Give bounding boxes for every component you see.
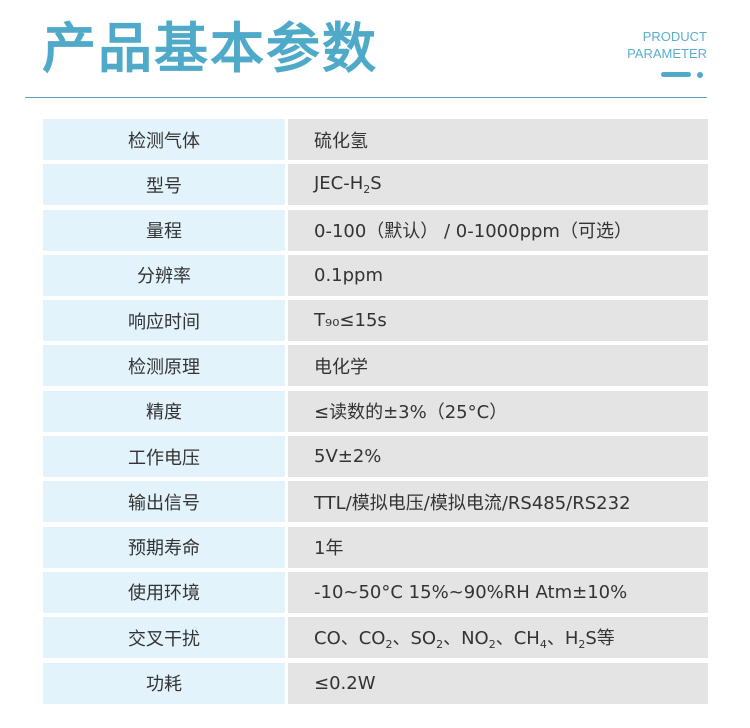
decorative-dot <box>697 72 703 78</box>
table-row: 使用环境 -10~50°C 15%~90%RH Atm±10% <box>43 571 708 613</box>
value-text: 、H <box>546 628 579 650</box>
value-text: S <box>370 173 382 195</box>
param-value: CO、CO2、SO2、NO2、CH4、H2S等 <box>288 617 708 659</box>
param-value: ≤读数的±3%（25°C） <box>288 390 708 432</box>
param-label: 响应时间 <box>43 300 285 342</box>
param-value: 0-100（默认） / 0-1000ppm（可选） <box>288 209 708 251</box>
param-value: 5V±2% <box>288 436 708 478</box>
value-text: 、CH <box>495 628 540 650</box>
param-value: 硫化氢 <box>288 119 708 160</box>
param-value: ≤0.2W <box>288 662 708 704</box>
value-text: 、NO <box>443 628 489 650</box>
param-label: 检测原理 <box>43 345 285 387</box>
subtitle-line-2: PARAMETER <box>627 46 707 61</box>
table-row: 响应时间 T₉₀≤15s <box>43 300 708 342</box>
value-text: ≤0.2W <box>314 672 376 694</box>
divider <box>25 97 707 98</box>
value-text: TTL/模拟电压/模拟电流/RS485/RS232 <box>314 492 631 514</box>
param-label: 输出信号 <box>43 481 285 523</box>
param-label: 功耗 <box>43 662 285 704</box>
decorative-bar <box>661 72 691 77</box>
parameter-table: 检测气体 硫化氢 型号 JEC-H2S 量程 0-100（默认） / 0-1000ppm（… <box>43 119 708 708</box>
table-row: 预期寿命 1年 <box>43 526 708 568</box>
page-title: 产品基本参数 <box>42 17 378 80</box>
value-text: 0-100（默认） / 0-1000ppm（可选） <box>314 221 632 243</box>
subscript: 2 <box>385 638 393 652</box>
value-text: T₉₀≤15s <box>314 310 387 332</box>
table-row: 输出信号 TTL/模拟电压/模拟电流/RS485/RS232 <box>43 481 708 523</box>
param-label: 使用环境 <box>43 571 285 613</box>
param-label: 预期寿命 <box>43 526 285 568</box>
value-text: 0.1ppm <box>314 264 384 286</box>
value-text: ≤读数的±3%（25°C） <box>314 402 508 424</box>
value-text: -10~50°C 15%~90%RH Atm±10% <box>314 581 628 603</box>
param-label: 量程 <box>43 209 285 251</box>
value-text: S等 <box>585 628 615 650</box>
value-text: CO、CO <box>314 628 386 650</box>
param-label: 分辨率 <box>43 254 285 296</box>
value-text: JEC-H <box>314 173 364 195</box>
value-text: 5V±2% <box>314 446 382 468</box>
subscript: 2 <box>488 638 496 652</box>
subscript: 2 <box>578 638 586 652</box>
table-row: 功耗 ≤0.2W <box>43 662 708 704</box>
subtitle-line-1: PRODUCT <box>642 29 707 44</box>
param-value: 1年 <box>288 526 708 568</box>
table-row: 检测原理 电化学 <box>43 345 708 387</box>
subscript: 4 <box>539 638 547 652</box>
value-text: 电化学 <box>314 356 368 378</box>
value-text: 硫化氢 <box>314 130 368 152</box>
subscript: 2 <box>363 183 371 197</box>
table-row: 交叉干扰 CO、CO2、SO2、NO2、CH4、H2S等 <box>43 617 708 659</box>
param-value: T₉₀≤15s <box>288 300 708 342</box>
table-row: 型号 JEC-H2S <box>43 164 708 206</box>
subtitle-english: PRODUCT PARAMETER <box>627 28 707 62</box>
value-text: 、SO <box>392 628 437 650</box>
param-label: 精度 <box>43 390 285 432</box>
value-text: 1年 <box>314 538 344 560</box>
table-row: 精度 ≤读数的±3%（25°C） <box>43 390 708 432</box>
table-row: 分辨率 0.1ppm <box>43 254 708 296</box>
table-row: 量程 0-100（默认） / 0-1000ppm（可选） <box>43 209 708 251</box>
param-label: 型号 <box>43 164 285 206</box>
param-value: -10~50°C 15%~90%RH Atm±10% <box>288 571 708 613</box>
param-label: 检测气体 <box>43 119 285 160</box>
param-label: 工作电压 <box>43 436 285 478</box>
table-row: 工作电压 5V±2% <box>43 436 708 478</box>
param-label: 交叉干扰 <box>43 617 285 659</box>
table-row: 检测气体 硫化氢 <box>43 119 708 160</box>
param-value: JEC-H2S <box>288 164 708 206</box>
param-value: 电化学 <box>288 345 708 387</box>
param-value: TTL/模拟电压/模拟电流/RS485/RS232 <box>288 481 708 523</box>
param-value: 0.1ppm <box>288 254 708 296</box>
subscript: 2 <box>436 638 444 652</box>
